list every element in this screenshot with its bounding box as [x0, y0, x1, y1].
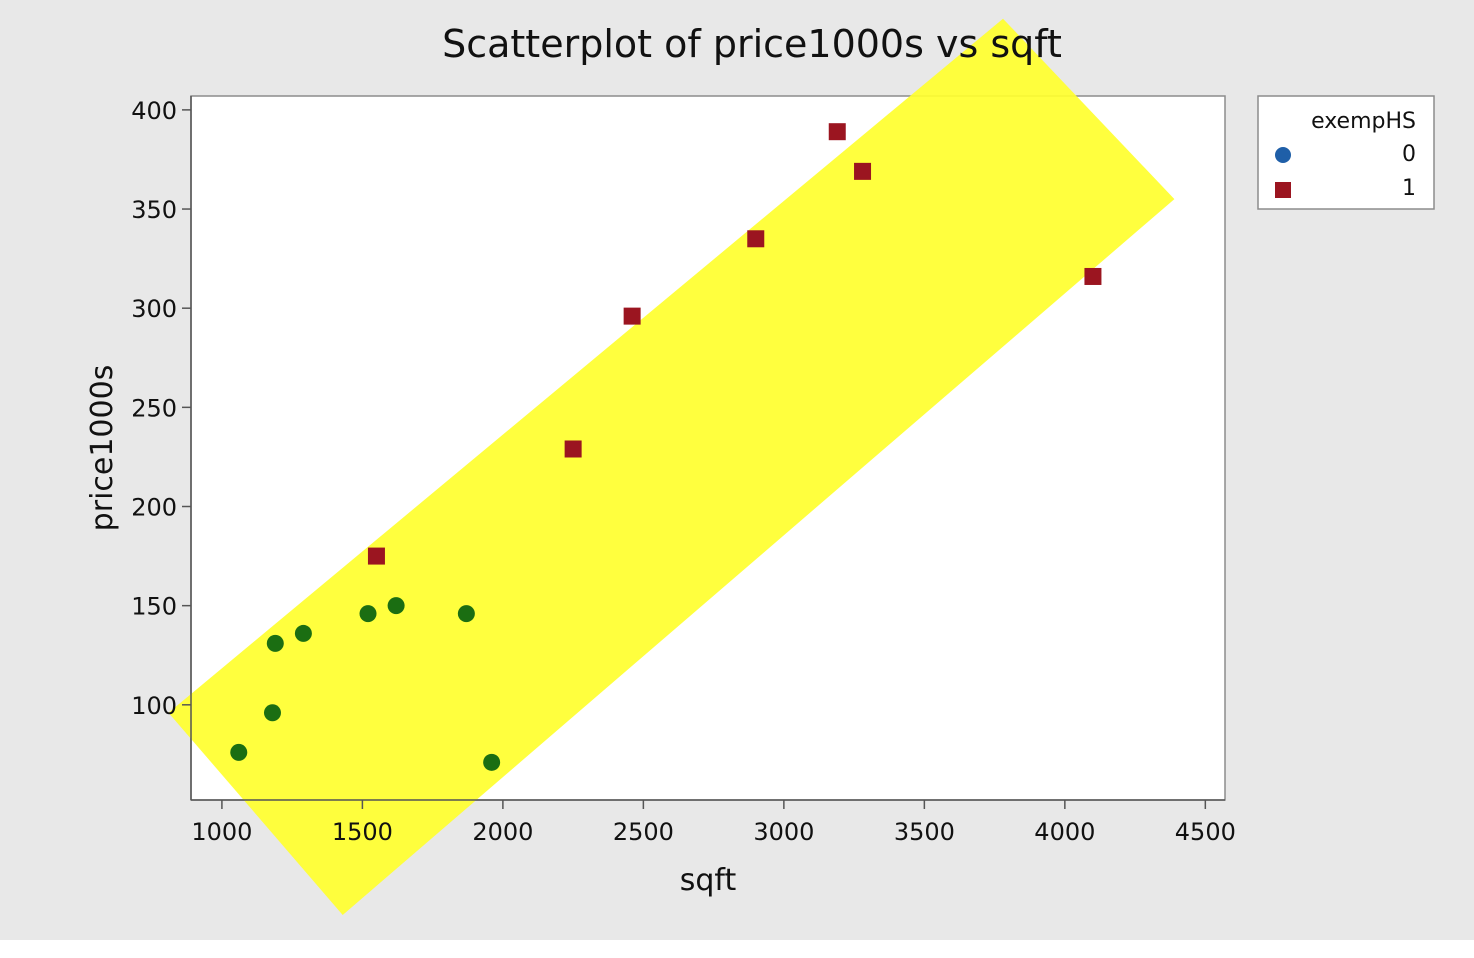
data-point-circle	[263, 704, 281, 722]
legend-marker-circle	[1275, 147, 1291, 163]
highlight-band-layer	[168, 18, 1175, 915]
y-tick-label: 400	[131, 97, 177, 125]
data-points-layer	[230, 123, 1102, 771]
axes-layer: 1000 1500 2000 2500 3000 3500 4000 4500 100 150 20…	[131, 96, 1236, 846]
data-point-circle	[294, 624, 312, 642]
data-point-square	[854, 162, 872, 180]
bottom-strip	[0, 940, 1474, 954]
y-tick-label: 200	[131, 494, 177, 522]
y-tick-label: 250	[131, 394, 177, 422]
data-point-square	[747, 230, 765, 248]
chart-title: Scatterplot of price1000s vs sqft	[442, 22, 1062, 66]
x-tick-label: 3500	[894, 818, 955, 846]
data-point-square	[1084, 267, 1102, 285]
data-point-circle	[457, 605, 475, 623]
data-point-square	[828, 123, 846, 141]
y-tick-label: 350	[131, 196, 177, 224]
data-point-square	[623, 307, 641, 325]
x-tick-label: 3000	[753, 818, 814, 846]
data-point-circle	[230, 743, 248, 761]
x-tick-label: 2500	[613, 818, 674, 846]
y-axis-label: price1000s	[85, 365, 120, 532]
x-tick-label: 1000	[191, 818, 252, 846]
x-tick-label: 2000	[472, 818, 533, 846]
legend-marker-square	[1275, 182, 1291, 198]
legend-label-0: 0	[1402, 142, 1416, 167]
x-tick-label: 4500	[1175, 818, 1236, 846]
data-point-square	[564, 440, 582, 458]
data-point-square	[367, 547, 385, 565]
data-point-circle	[483, 753, 501, 771]
data-point-circle	[359, 605, 377, 623]
data-point-circle	[387, 597, 405, 615]
legend-label-1: 1	[1402, 176, 1416, 201]
x-axis-label: sqft	[680, 863, 737, 898]
legend-title: exempHS	[1311, 109, 1416, 134]
y-tick-label: 100	[131, 692, 177, 720]
legend: exempHS 0 1	[1257, 95, 1435, 210]
y-tick-label: 300	[131, 295, 177, 323]
x-tick-label: 1500	[332, 818, 393, 846]
highlight-band	[168, 18, 1175, 915]
x-tick-label: 4000	[1034, 818, 1095, 846]
y-tick-label: 150	[131, 593, 177, 621]
data-point-circle	[266, 634, 284, 652]
